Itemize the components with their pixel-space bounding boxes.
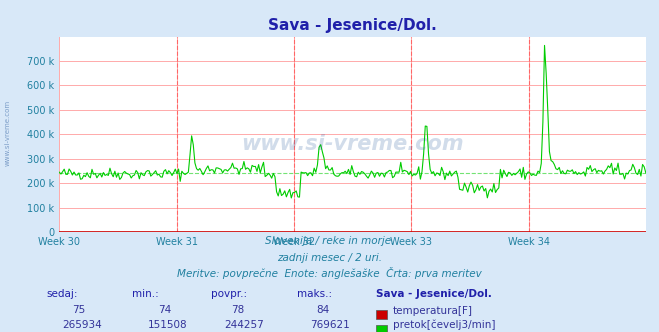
Text: www.si-vreme.com: www.si-vreme.com	[5, 100, 11, 166]
Text: Meritve: povprečne  Enote: anglešaške  Črta: prva meritev: Meritve: povprečne Enote: anglešaške Črt…	[177, 267, 482, 279]
Text: 769621: 769621	[310, 320, 349, 330]
Title: Sava - Jesenice/Dol.: Sava - Jesenice/Dol.	[268, 18, 437, 33]
Text: 74: 74	[158, 305, 171, 315]
Text: maks.:: maks.:	[297, 289, 331, 299]
Text: pretok[čevelj3/min]: pretok[čevelj3/min]	[393, 319, 496, 330]
Text: povpr.:: povpr.:	[211, 289, 247, 299]
Text: 75: 75	[72, 305, 86, 315]
Text: min.:: min.:	[132, 289, 159, 299]
Text: Sava - Jesenice/Dol.: Sava - Jesenice/Dol.	[376, 289, 492, 299]
Text: 265934: 265934	[63, 320, 102, 330]
Text: www.si-vreme.com: www.si-vreme.com	[241, 134, 464, 154]
Text: 84: 84	[316, 305, 330, 315]
Text: 151508: 151508	[148, 320, 188, 330]
Text: zadnji mesec / 2 uri.: zadnji mesec / 2 uri.	[277, 253, 382, 263]
Text: sedaj:: sedaj:	[46, 289, 78, 299]
Text: Slovenija / reke in morje.: Slovenija / reke in morje.	[265, 236, 394, 246]
Text: 244257: 244257	[224, 320, 264, 330]
Text: 78: 78	[231, 305, 244, 315]
Text: temperatura[F]: temperatura[F]	[393, 306, 473, 316]
